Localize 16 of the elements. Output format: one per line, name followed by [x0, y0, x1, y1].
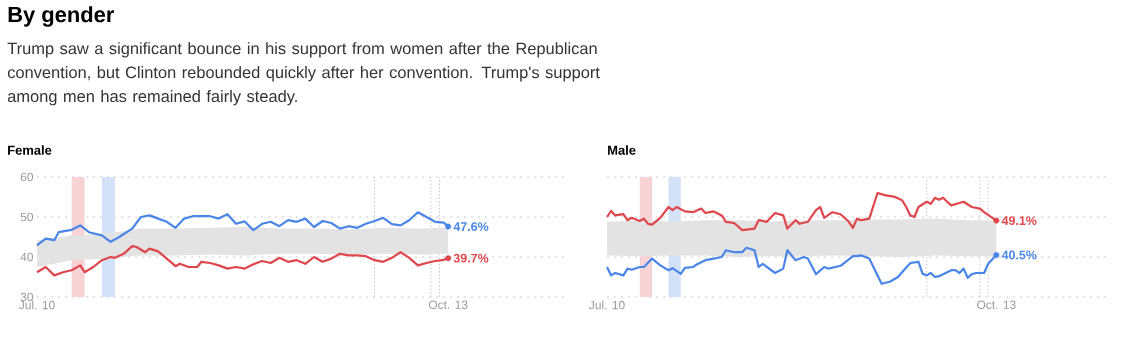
x-tick-label: Oct. 13	[977, 300, 1016, 309]
text: By gender	[8, 6, 115, 27]
annotation: 49.1%	[1001, 216, 1037, 226]
annotation: 47.6%	[453, 222, 489, 232]
y-tick-label: 40	[20, 252, 34, 262]
annotation: 39.7%	[453, 253, 489, 263]
annotation: 40.5%	[1001, 250, 1037, 260]
y-tick-label: 50	[20, 212, 34, 222]
y-tick-label: 30	[20, 292, 34, 302]
x-tick-label: Oct. 13	[428, 300, 468, 309]
y-tick-label: 60	[20, 172, 34, 182]
chart-title: Female	[8, 145, 52, 155]
x-tick-label: Jul. 10	[19, 300, 55, 310]
chart-title: Male	[608, 145, 636, 155]
x-tick-label: Jul. 10	[589, 300, 625, 310]
text: Trump saw a significant bounce in his support from women after the Republican convention, but Clinton rebounded quickly after her convention. Trump's support among men has remained fairly steady.	[7, 42, 600, 106]
